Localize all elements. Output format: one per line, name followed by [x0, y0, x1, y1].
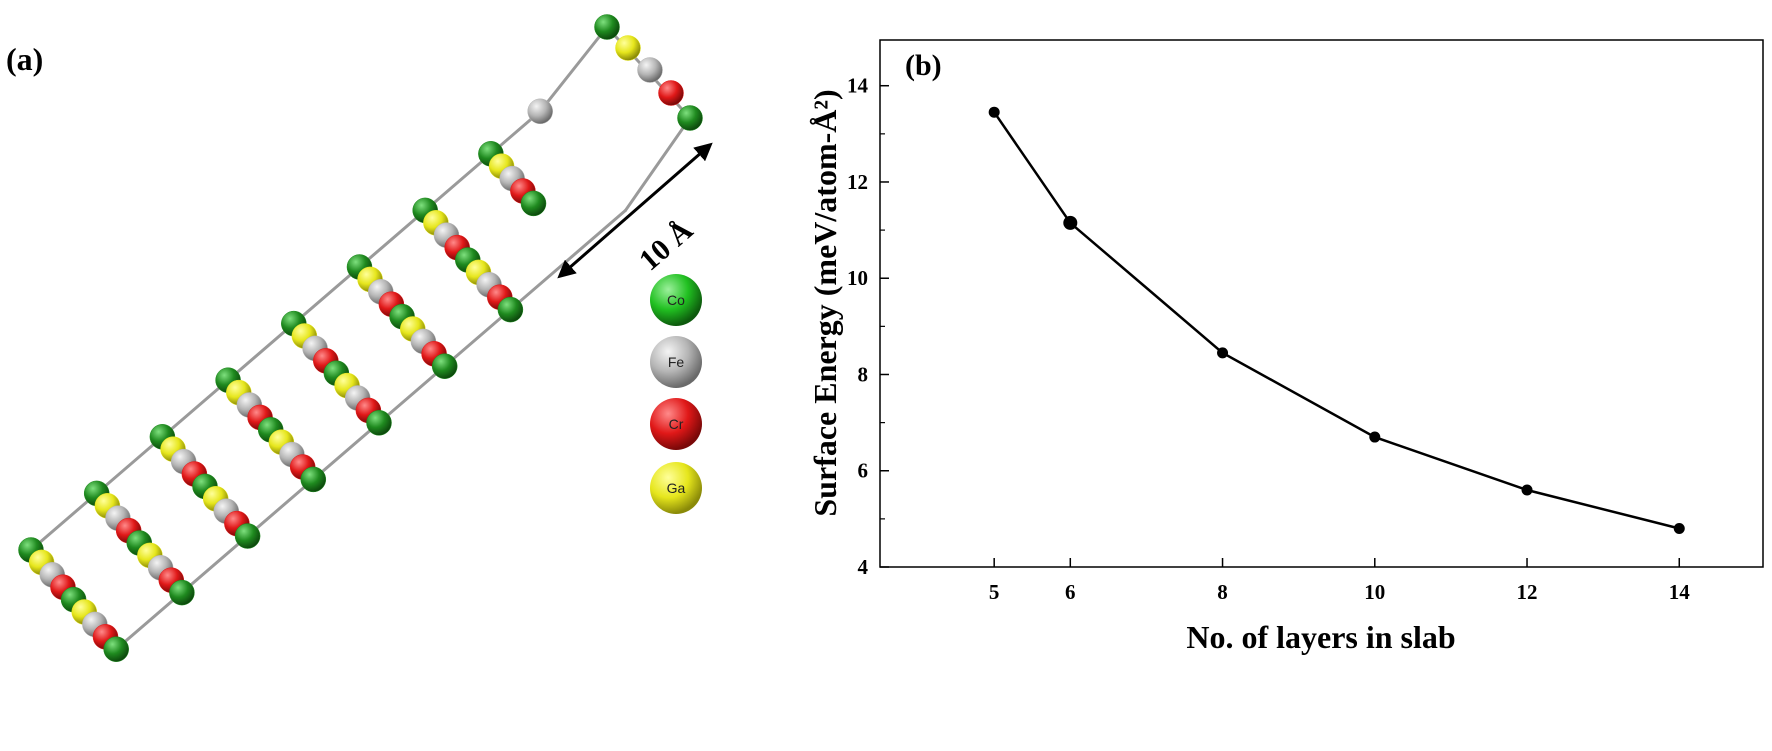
atom-co: [677, 105, 703, 131]
panel-b-label: (b): [905, 49, 942, 82]
data-point: [1217, 347, 1229, 359]
scale-arrow: [557, 142, 713, 279]
legend-fe-sphere: [650, 336, 702, 388]
atom-co: [366, 410, 392, 436]
y-tick-label: 6: [858, 459, 869, 483]
atom-co: [520, 190, 547, 217]
y-tick-label: 14: [847, 74, 869, 98]
y-axis-ticks: 4 6 8 10 12 14: [847, 74, 889, 579]
x-tick-label: 6: [1065, 580, 1076, 604]
x-tick-label: 14: [1669, 580, 1691, 604]
atom-co: [103, 636, 129, 662]
atom-co: [497, 296, 524, 323]
legend-cr-label: Cr: [669, 416, 684, 432]
legend-fe-label: Fe: [668, 354, 685, 370]
cell-edge: [538, 25, 609, 113]
atom-ga: [615, 35, 641, 61]
legend-ga-sphere: [650, 462, 702, 514]
legend-co-label: Co: [667, 292, 685, 308]
y-tick-label: 8: [858, 362, 869, 386]
legend-co-sphere: [650, 274, 702, 326]
series-line: [993, 111, 1680, 530]
atom-fe: [527, 98, 553, 125]
x-tick-label: 5: [989, 580, 1000, 604]
slab-structure-panel: (a) 10 Å Co Fe Cr Ga: [6, 14, 713, 662]
atom-fe: [637, 57, 663, 83]
atom-co: [431, 353, 458, 379]
y-tick-label: 4: [858, 555, 869, 579]
element-legend: Co Fe Cr Ga: [650, 274, 702, 514]
atom-cr: [658, 80, 684, 106]
legend-cr-sphere: [650, 398, 702, 450]
y-tick-label: 12: [847, 170, 868, 194]
x-axis-label: No. of layers in slab: [1186, 619, 1455, 655]
x-tick-label: 10: [1364, 580, 1385, 604]
atom-co: [169, 579, 195, 606]
data-point: [1521, 484, 1533, 496]
x-tick-label: 12: [1517, 580, 1538, 604]
data-points: [988, 106, 1685, 534]
panel-a-label: (a): [6, 41, 43, 77]
data-point: [988, 106, 1000, 118]
atoms-layer: [18, 14, 703, 662]
data-point: [1673, 522, 1685, 534]
y-tick-label: 10: [847, 266, 868, 290]
atom-co: [234, 523, 261, 549]
data-point: [1063, 215, 1078, 230]
x-axis-ticks: 5 6 8 10 12 14: [989, 558, 1690, 604]
y-axis-label: Surface Energy (meV/atom-Å²): [807, 89, 843, 516]
atom-co: [300, 466, 327, 493]
atom-co: [594, 14, 620, 40]
data-point: [1369, 431, 1381, 443]
legend-ga-label: Ga: [667, 480, 686, 496]
plot-frame: [879, 39, 1764, 568]
x-tick-label: 8: [1217, 580, 1228, 604]
